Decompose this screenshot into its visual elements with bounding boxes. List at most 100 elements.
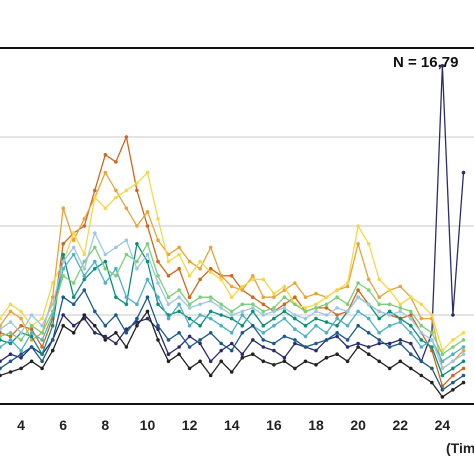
series-9-point-8 [71,245,76,250]
series-5-point-5 [40,352,44,357]
series-3-point-18 [177,245,181,250]
series-6-point-24 [240,313,245,317]
series-6-point-21 [208,316,213,321]
series-7-point-31 [314,341,318,346]
series-5-point-16 [156,302,160,307]
series-10-point-15 [145,309,150,314]
series-5-point-6 [50,323,55,328]
series-2-point-11 [103,153,108,157]
series-7-point-16 [156,323,160,328]
series-10-point-25 [251,352,255,357]
series-9-point-10 [93,231,97,235]
series-5-point-22 [219,313,223,317]
series-7-point-44 [451,380,455,385]
series-3-point-8 [71,238,76,242]
series-9-point-21 [208,299,213,303]
series-2-point-45 [461,366,466,371]
series-7-point-6 [50,338,55,342]
series-5-point-20 [198,323,202,328]
series-2-point-15 [145,224,150,228]
series-7-point-9 [82,288,87,292]
series-5-point-26 [261,323,266,328]
series-10-point-43 [440,395,445,399]
series-4-point-42 [430,313,434,317]
series-8-point-37 [377,302,382,307]
series-9-point-30 [303,316,308,321]
series-5-point-27 [272,316,276,321]
series-6-point-23 [229,331,234,335]
series-9-point-28 [282,306,287,310]
series-1-point-10 [93,331,97,335]
x-tick-24: 24 [435,417,451,433]
series-1-point-31 [314,348,318,353]
annotation-n: N = 16,79 [393,54,458,71]
series-10-point-3 [19,366,23,371]
series-8-point-10 [93,245,97,250]
series-6-point-13 [124,295,129,300]
series-8-point-8 [71,281,76,285]
series-9-point-4 [29,313,34,317]
series-9-point-26 [261,313,266,317]
series-9-point-45 [461,352,466,357]
x-tick-6: 6 [59,417,67,433]
series-2-point-29 [293,295,297,300]
series-7-point-18 [177,331,181,335]
series-9-point-33 [335,306,339,310]
series-8-point-2 [8,331,13,335]
series-3-point-29 [293,281,297,285]
series-2-point-4 [29,327,34,332]
series-7-point-23 [229,348,234,353]
series-2-point-17 [166,274,171,278]
series-4-point-37 [377,277,382,282]
series-4-point-19 [187,274,192,278]
series-10-point-10 [93,323,97,328]
series-4-point-34 [345,281,350,285]
series-9-point-6 [50,302,55,307]
series-3-point-13 [124,206,129,210]
series-7-point-36 [366,331,371,335]
series-3-point-20 [198,266,202,271]
series-3-point-22 [219,274,223,278]
series-9-point-19 [187,306,192,310]
x-tick-14: 14 [224,417,240,433]
series-1-point-45 [461,170,466,175]
series-8-point-3 [19,338,23,342]
series-4-point-10 [93,195,97,200]
series-5-point-39 [398,316,403,321]
series-10-point-16 [156,338,160,342]
series-3-point-16 [156,238,160,242]
series-10-point-45 [461,380,466,385]
series-7-point-42 [430,366,434,371]
series-4-point-38 [387,288,392,292]
series-6-point-27 [272,323,276,328]
series-2-point-7 [61,242,65,246]
series-3-point-12 [114,188,118,193]
series-6-point-38 [387,323,392,328]
series-5-point-28 [282,309,287,314]
series-10-point-6 [50,348,55,353]
series-2-point-9 [82,224,87,228]
series-9-point-22 [219,306,223,310]
series-3-point-23 [229,284,234,289]
series-5-point-43 [440,373,445,378]
series-7-point-14 [135,316,139,321]
series-9-point-43 [440,366,445,371]
series-8-point-43 [440,352,445,357]
series-3-point-31 [314,291,318,296]
series-10-point-19 [187,366,192,371]
x-tick-22: 22 [392,417,408,433]
series-8-point-15 [145,242,150,246]
series-8-point-25 [251,302,255,307]
series-10-point-41 [419,373,424,378]
series-10-point-35 [356,345,360,349]
series-3-point-36 [366,277,371,282]
series-7-point-25 [251,323,255,328]
series-4-point-13 [124,188,129,193]
series-7-point-5 [40,359,44,364]
series-4-point-36 [366,242,371,246]
series-6-point-31 [314,323,318,328]
series-6-point-3 [19,348,23,353]
series-6-point-45 [461,345,466,349]
series-4-point-11 [103,206,108,210]
series-7-point-40 [409,352,413,357]
